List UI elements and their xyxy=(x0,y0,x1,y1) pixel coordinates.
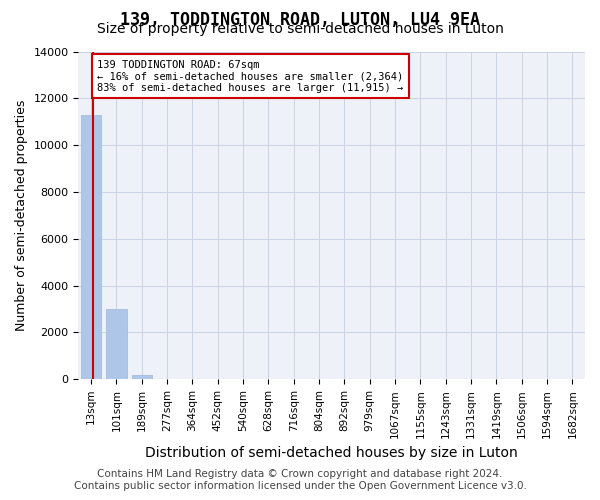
Text: 139, TODDINGTON ROAD, LUTON, LU4 9EA: 139, TODDINGTON ROAD, LUTON, LU4 9EA xyxy=(120,11,480,29)
Bar xyxy=(131,374,152,379)
Bar xyxy=(106,309,127,379)
Text: Contains HM Land Registry data © Crown copyright and database right 2024.
Contai: Contains HM Land Registry data © Crown c… xyxy=(74,470,526,491)
Bar xyxy=(81,114,101,379)
Text: 139 TODDINGTON ROAD: 67sqm
← 16% of semi-detached houses are smaller (2,364)
83%: 139 TODDINGTON ROAD: 67sqm ← 16% of semi… xyxy=(97,60,403,93)
Text: Size of property relative to semi-detached houses in Luton: Size of property relative to semi-detach… xyxy=(97,22,503,36)
X-axis label: Distribution of semi-detached houses by size in Luton: Distribution of semi-detached houses by … xyxy=(145,446,518,460)
Y-axis label: Number of semi-detached properties: Number of semi-detached properties xyxy=(15,100,28,331)
